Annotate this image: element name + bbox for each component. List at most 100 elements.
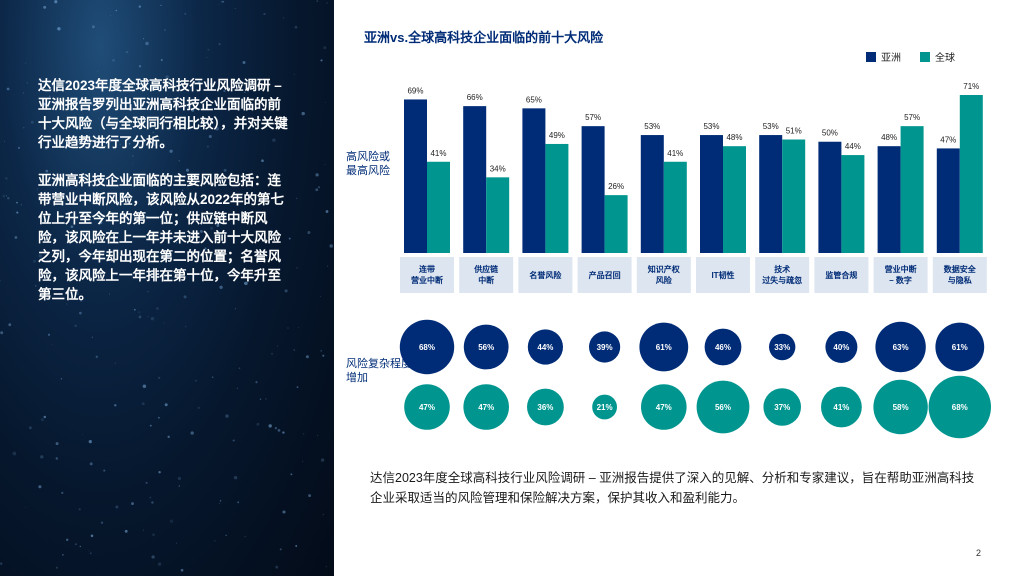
bubble-value-global: 58% bbox=[893, 403, 909, 412]
key-risks-paragraph: 亚洲高科技企业面临的主要风险包括：连带营业中断风险，该风险从2022年的第七位上… bbox=[38, 173, 285, 302]
bar-value-label-global: 48% bbox=[726, 133, 742, 142]
bubble-asia bbox=[769, 333, 796, 361]
bar-value-label-asia: 69% bbox=[407, 86, 423, 95]
bar-value-label-global: 26% bbox=[608, 182, 624, 191]
bar-value-label-global: 71% bbox=[963, 82, 979, 91]
bar-value-label-global: 34% bbox=[490, 164, 506, 173]
bubble-asia bbox=[527, 329, 563, 365]
bar-asia bbox=[877, 146, 901, 253]
category-label: 风险 bbox=[656, 275, 673, 285]
bubble-global bbox=[928, 375, 991, 439]
bubble-value-global: 47% bbox=[656, 403, 672, 412]
category-label: 数据安全 bbox=[944, 264, 977, 274]
category-label: – 数字 bbox=[889, 275, 912, 285]
category-label: 营业中断 bbox=[411, 275, 443, 285]
bar-value-label-asia: 50% bbox=[822, 129, 838, 138]
chart-title: 亚洲vs.全球高科技企业面临的前十大风险 bbox=[364, 30, 604, 45]
bar-asia bbox=[522, 108, 546, 253]
bubble-asia bbox=[463, 324, 509, 370]
left-panel: 达信2023年度全球高科技行业风险调研 – 亚洲报告罗列出亚洲高科技企业面临的前… bbox=[0, 0, 334, 576]
category-box bbox=[400, 257, 454, 293]
bar-value-label-asia: 57% bbox=[585, 113, 601, 122]
bar-value-label-asia: 66% bbox=[467, 93, 483, 102]
legend-swatch-asia bbox=[866, 52, 876, 62]
bar-value-label-asia: 53% bbox=[763, 122, 779, 131]
left-text-block: 达信2023年度全球高科技行业风险调研 – 亚洲报告罗列出亚洲高科技企业面临的前… bbox=[38, 76, 288, 323]
bar-global bbox=[545, 143, 569, 253]
bar-value-label-asia: 53% bbox=[644, 122, 660, 131]
category-label: 中断 bbox=[478, 275, 494, 285]
bubble-value-asia: 44% bbox=[537, 343, 553, 352]
bar-global bbox=[723, 146, 746, 253]
bar-asia bbox=[759, 135, 783, 253]
legend-swatch-global bbox=[920, 52, 930, 62]
category-box bbox=[814, 257, 869, 293]
bar-global bbox=[427, 161, 450, 253]
background-dot-pattern bbox=[0, 0, 333, 576]
bubble-global bbox=[641, 384, 687, 430]
page-number: 2 bbox=[976, 548, 982, 558]
bar-value-label-asia: 53% bbox=[703, 122, 719, 131]
bar-global bbox=[841, 155, 865, 253]
bar-asia bbox=[818, 141, 842, 253]
bubble-asia bbox=[875, 321, 926, 373]
bar-value-label-asia: 65% bbox=[526, 95, 542, 104]
bar-value-label-asia: 48% bbox=[881, 133, 897, 142]
bubble-value-asia: 56% bbox=[478, 343, 494, 352]
bubble-value-global: 41% bbox=[833, 403, 849, 412]
bubble-value-asia: 39% bbox=[597, 343, 613, 352]
bubble-value-asia: 46% bbox=[715, 343, 731, 352]
bubble-value-global: 37% bbox=[774, 403, 790, 412]
category-box bbox=[873, 257, 928, 293]
bubble-global bbox=[592, 394, 617, 420]
bar-global bbox=[663, 161, 687, 253]
bubble-global bbox=[763, 388, 801, 426]
bar-global bbox=[486, 177, 510, 253]
bubble-value-global: 47% bbox=[419, 403, 435, 412]
category-label: 名誉风险 bbox=[529, 270, 562, 280]
category-label: 监管合规 bbox=[825, 270, 857, 280]
bubble-value-asia: 33% bbox=[774, 343, 790, 352]
bubble-global bbox=[404, 384, 450, 430]
bubble-asia bbox=[589, 331, 621, 363]
bubble-global bbox=[463, 384, 509, 430]
bar-asia bbox=[463, 106, 487, 253]
bar-value-label-global: 41% bbox=[667, 149, 683, 158]
bubble-asia bbox=[399, 319, 455, 375]
bubble-asia bbox=[935, 322, 985, 372]
bar-value-label-global: 41% bbox=[430, 149, 446, 158]
bar-asia bbox=[936, 148, 960, 253]
bubble-value-global: 47% bbox=[478, 403, 494, 412]
bubble-asia bbox=[704, 328, 742, 366]
category-label: 与隐私 bbox=[948, 275, 972, 285]
bar-asia bbox=[700, 135, 723, 253]
category-box bbox=[577, 257, 632, 293]
bubble-value-asia: 68% bbox=[419, 343, 435, 352]
intro-paragraph: 达信2023年度全球高科技行业风险调研 – 亚洲报告罗列出亚洲高科技企业面临的前… bbox=[38, 78, 288, 150]
bar-global bbox=[782, 139, 806, 253]
bar-value-label-asia: 47% bbox=[940, 135, 956, 144]
category-box bbox=[755, 257, 810, 293]
bubble-global bbox=[527, 388, 564, 426]
category-box bbox=[636, 257, 691, 293]
bubble-value-global: 56% bbox=[715, 403, 731, 412]
y-axis-label: 最高风险 bbox=[346, 163, 390, 177]
bubble-value-asia: 40% bbox=[833, 343, 849, 352]
bubble-global bbox=[873, 379, 928, 435]
bar-asia bbox=[404, 99, 427, 253]
bar-asia bbox=[581, 126, 605, 253]
bar-global bbox=[604, 195, 628, 253]
y-axis-label: 高风险或 bbox=[346, 149, 390, 163]
bar-value-label-global: 51% bbox=[786, 127, 802, 136]
category-label: IT韧性 bbox=[711, 270, 734, 280]
bar-asia bbox=[640, 135, 664, 253]
bar-global bbox=[959, 95, 983, 253]
bubble-value-global: 68% bbox=[952, 403, 968, 412]
bubble-value-asia: 63% bbox=[893, 343, 909, 352]
bubble-row-label: 风险复杂程度 bbox=[346, 356, 412, 370]
bar-value-label-global: 49% bbox=[549, 131, 565, 140]
category-box bbox=[696, 257, 750, 293]
category-label: 技术 bbox=[774, 264, 790, 274]
bubble-value-global: 21% bbox=[597, 403, 613, 412]
